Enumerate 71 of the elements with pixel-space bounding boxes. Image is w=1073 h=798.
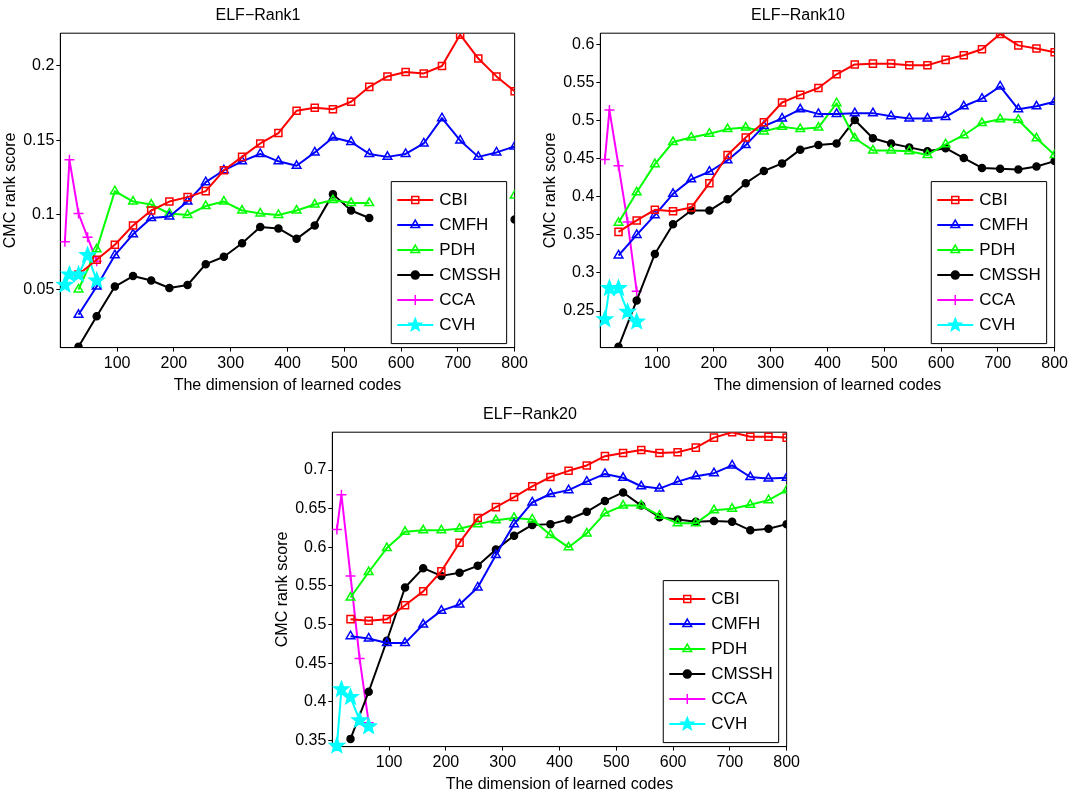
x-axis-title: The dimension of learned codes [713,375,942,393]
y-axis-title: CMC rank score [1,132,19,249]
x-tick-label: 400 [545,752,573,770]
x-tick-label: 200 [160,353,188,371]
legend-label: CVH [710,713,747,733]
legend-label: CVH [979,314,1016,334]
y-tick-label: 0.5 [572,111,595,129]
y-tick-label: 0.45 [294,653,326,671]
y-tick-label: 0.5 [303,614,326,632]
x-tick-label: 600 [387,353,415,371]
x-tick-label: 800 [1041,353,1069,371]
legend-label: PDH [710,638,747,658]
y-tick-label: 0.55 [563,73,595,91]
x-tick-label: 800 [772,752,800,770]
x-tick-label: 600 [927,353,955,371]
y-axis-title: CMC rank score [272,531,290,648]
x-tick-label: 500 [330,353,358,371]
y-tick-label: 0.6 [572,35,595,53]
x-tick-label: 100 [375,752,403,770]
legend-label: CBI [710,588,740,608]
x-tick-label: 300 [217,353,245,371]
y-tick-label: 0.7 [303,460,326,478]
legend-label: CCA [979,289,1016,309]
legend-label: CMFH [979,214,1029,234]
x-tick-label: 100 [103,353,131,371]
x-tick-label: 300 [488,752,516,770]
x-tick-label: 700 [716,752,743,770]
y-tick-label: 0.3 [572,263,595,281]
legend-label: CBI [439,189,468,209]
x-tick-label: 200 [432,752,459,770]
y-tick-label: 0.4 [572,187,595,205]
y-tick-label: 0.05 [23,279,55,297]
x-tick-label: 400 [274,353,301,371]
y-tick-label: 0.45 [563,149,595,167]
x-tick-label: 500 [870,353,898,371]
legend-label: CCA [710,688,748,708]
x-tick-label: 300 [757,353,785,371]
chart-title: ELF−Rank1 [215,6,301,24]
x-tick-label: 700 [444,353,472,371]
legend-label: PDH [979,239,1016,259]
x-tick-label: 400 [814,353,841,371]
chart-title: ELF−Rank10 [751,6,846,24]
x-tick-label: 800 [501,353,529,371]
y-tick-label: 0.15 [23,130,55,148]
chart-title: ELF−Rank20 [482,405,577,423]
legend-label: PDH [439,239,476,259]
y-tick-label: 0.4 [303,692,326,710]
x-tick-label: 100 [643,353,671,371]
y-tick-label: 0.55 [294,576,326,594]
x-axis-title: The dimension of learned codes [445,774,673,792]
x-tick-label: 500 [602,752,630,770]
x-tick-label: 200 [700,353,728,371]
x-axis-title: The dimension of learned codes [173,375,402,393]
legend-label: CMFH [439,214,489,234]
legend-label: CCA [439,289,476,309]
y-tick-label: 0.35 [294,730,326,748]
legend-label: CMSSH [710,663,773,683]
y-tick-label: 0.6 [303,537,326,555]
y-axis-title: CMC rank score [541,132,559,249]
legend-label: CMSSH [439,264,501,284]
legend-label: CVH [439,314,476,334]
y-tick-label: 0.2 [32,56,55,74]
x-tick-label: 600 [659,752,687,770]
legend-label: CMFH [710,613,760,633]
y-tick-label: 0.1 [32,205,55,223]
y-tick-label: 0.25 [563,301,595,319]
legend-label: CMSSH [979,264,1041,284]
legend-label: CBI [979,189,1008,209]
y-tick-label: 0.35 [563,225,595,243]
x-tick-label: 700 [984,353,1012,371]
y-tick-label: 0.65 [294,499,326,517]
